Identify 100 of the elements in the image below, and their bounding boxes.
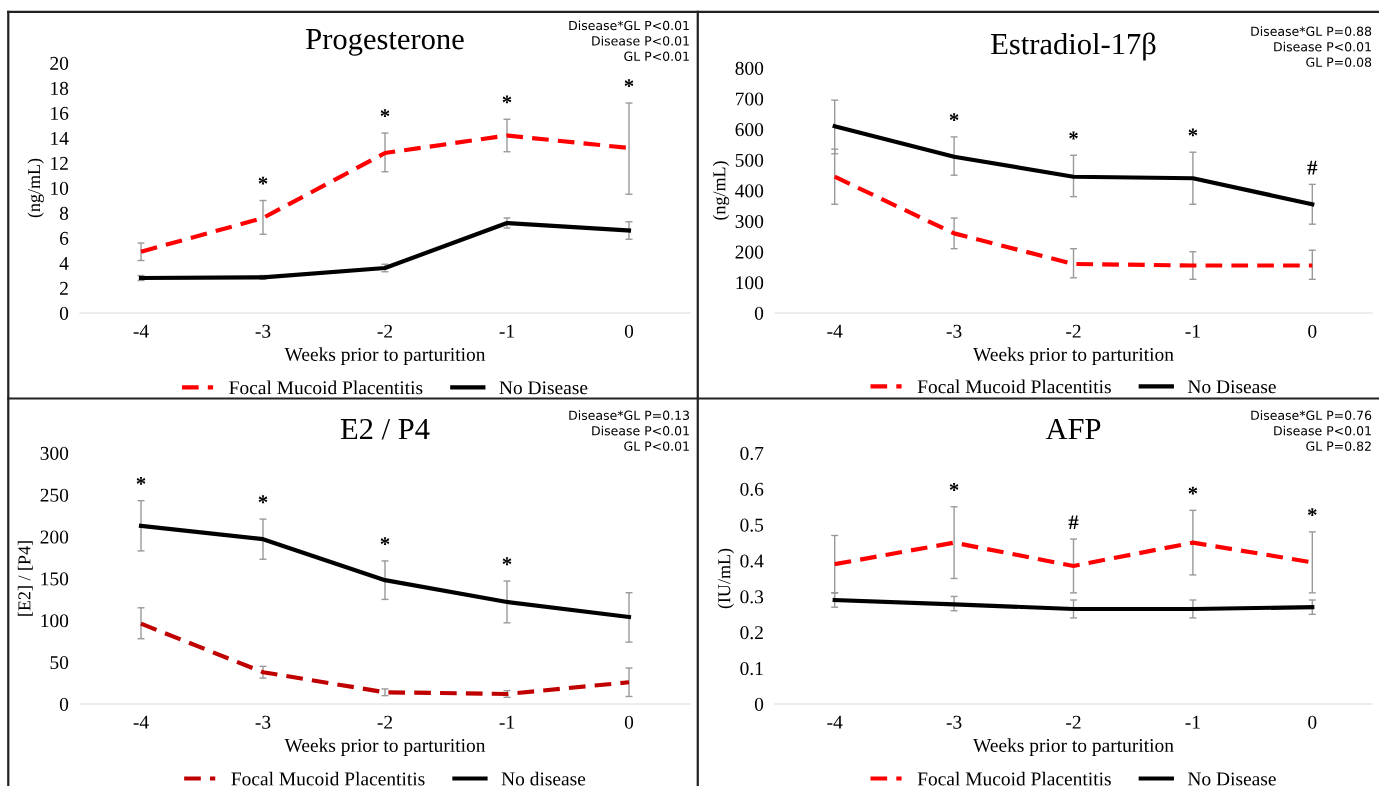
annotation: *	[1069, 131, 1078, 140]
text: Disease*GL P=0.13	[569, 410, 689, 421]
text: GL P<0.01	[624, 441, 689, 451]
y-tick-label: 0.7	[740, 446, 764, 461]
x-tick-label: -1	[499, 715, 514, 729]
y-tick-label: 200	[735, 245, 764, 259]
annotation: *	[258, 495, 268, 504]
annotation: *	[502, 95, 512, 104]
y-axis-title: (ng/mL)	[712, 161, 730, 220]
y-tick-label: 12	[51, 156, 68, 170]
x-tick-label: -1	[499, 324, 514, 338]
y-tick-label: 0	[754, 697, 764, 711]
line-series	[138, 621, 632, 697]
y-tick-label: 0.1	[740, 661, 763, 676]
chart-title: Progesterone	[306, 29, 464, 56]
chart-title: AFP	[1045, 418, 1101, 440]
y-tick-label: 700	[736, 92, 764, 106]
y-tick-label: 0	[59, 306, 69, 320]
y-tick-label: 20	[50, 56, 69, 70]
y-tick-label: 0.3	[740, 590, 764, 604]
x-tick-label: -3	[946, 324, 962, 338]
annotation: *	[1188, 128, 1198, 137]
line-series	[832, 174, 1315, 268]
line-series	[138, 523, 632, 620]
text: Disease P<0.01	[1274, 41, 1371, 52]
x-tick-label: 0	[624, 324, 634, 338]
x-tick-label: -3	[255, 715, 271, 729]
line-series	[138, 220, 632, 281]
y-tick-label: 100	[736, 276, 764, 290]
y-tick-label: 50	[50, 655, 69, 670]
text: GL P<0.01	[624, 51, 689, 62]
y-tick-label: 200	[40, 530, 69, 544]
y-tick-label: 8	[59, 206, 69, 220]
legend-label: No disease	[501, 771, 586, 786]
chart-title: Estradiol-17β	[991, 32, 1156, 61]
legend-label: Focal Mucoid Placentitis	[917, 771, 1111, 786]
text: GL P=0.08	[1306, 57, 1372, 67]
y-axis-title: (IU/mL)	[717, 548, 735, 609]
y-tick-label: 150	[41, 572, 69, 586]
text: Disease P<0.01	[1274, 425, 1371, 436]
x-tick-label: -3	[255, 324, 271, 338]
x-tick-label: -4	[827, 324, 843, 338]
y-tick-label: 14	[51, 131, 69, 145]
x-tick-label: -4	[133, 715, 149, 729]
annotation: *	[1307, 508, 1317, 516]
x-axis-title: Weeks prior to parturition	[284, 347, 486, 365]
y-tick-label: 0	[754, 306, 764, 320]
x-tick-label: -1	[1185, 324, 1200, 338]
x-tick-label: -3	[946, 715, 962, 729]
text: Disease P<0.01	[592, 425, 689, 436]
legend-label: No Disease	[1187, 772, 1276, 786]
annotation: *	[380, 537, 390, 546]
annotation: #	[1068, 515, 1079, 530]
y-tick-label: 6	[60, 231, 69, 245]
legend-label: No Disease	[499, 381, 588, 395]
annotation: #	[1307, 160, 1318, 175]
y-tick-label: 0	[59, 697, 69, 711]
annotation: *	[949, 113, 959, 122]
y-tick-label: 400	[735, 184, 764, 198]
x-tick-label: -2	[1066, 715, 1081, 729]
y-tick-label: 10	[51, 181, 69, 195]
y-tick-label: 0.6	[740, 482, 764, 496]
x-axis-title: Weeks prior to parturition	[973, 347, 1174, 365]
text: Disease P<0.01	[592, 35, 689, 46]
x-tick-label: -4	[827, 715, 843, 729]
legend-label: Focal Mucoid Placentitis	[229, 380, 423, 395]
y-tick-label: 800	[735, 61, 764, 75]
text: Disease*GL P=0.88	[1251, 26, 1372, 37]
x-tick-label: -4	[133, 324, 149, 338]
annotation: *	[380, 109, 390, 118]
annotation: *	[502, 557, 512, 566]
x-tick-label: -2	[1066, 324, 1081, 338]
x-tick-label: 0	[1308, 324, 1317, 338]
y-tick-label: 16	[51, 106, 69, 120]
y-tick-label: 0.2	[740, 626, 763, 640]
x-axis-title: Weeks prior to parturition	[973, 738, 1174, 756]
y-tick-label: 18	[51, 81, 69, 95]
legend-label: Focal Mucoid Placentitis	[917, 379, 1111, 394]
x-tick-label: 0	[1308, 715, 1317, 729]
y-tick-label: 300	[735, 214, 764, 229]
annotation: *	[258, 176, 268, 185]
y-axis-title: [E2] / [P4]	[17, 541, 33, 616]
text: GL P=0.82	[1306, 441, 1371, 451]
y-tick-label: 2	[60, 281, 68, 295]
y-tick-label: 600	[735, 123, 764, 137]
y-tick-label: 0.5	[740, 518, 764, 532]
y-tick-label: 500	[735, 153, 764, 167]
y-tick-label: 300	[40, 446, 69, 460]
line-series	[832, 597, 1315, 612]
y-tick-label: 250	[40, 488, 69, 502]
text: Disease*GL P<0.01	[569, 20, 689, 31]
x-tick-label: -1	[1185, 715, 1200, 729]
x-axis-title: Weeks prior to parturition	[284, 738, 486, 756]
x-tick-label: -2	[377, 715, 393, 729]
legend-label: Focal Mucoid Placentitis	[231, 771, 425, 786]
chart-title: E2 / P4	[340, 418, 430, 440]
annotation: *	[136, 476, 146, 485]
y-tick-label: 0.4	[740, 554, 764, 568]
annotation: *	[949, 483, 959, 491]
annotation: *	[624, 79, 634, 88]
